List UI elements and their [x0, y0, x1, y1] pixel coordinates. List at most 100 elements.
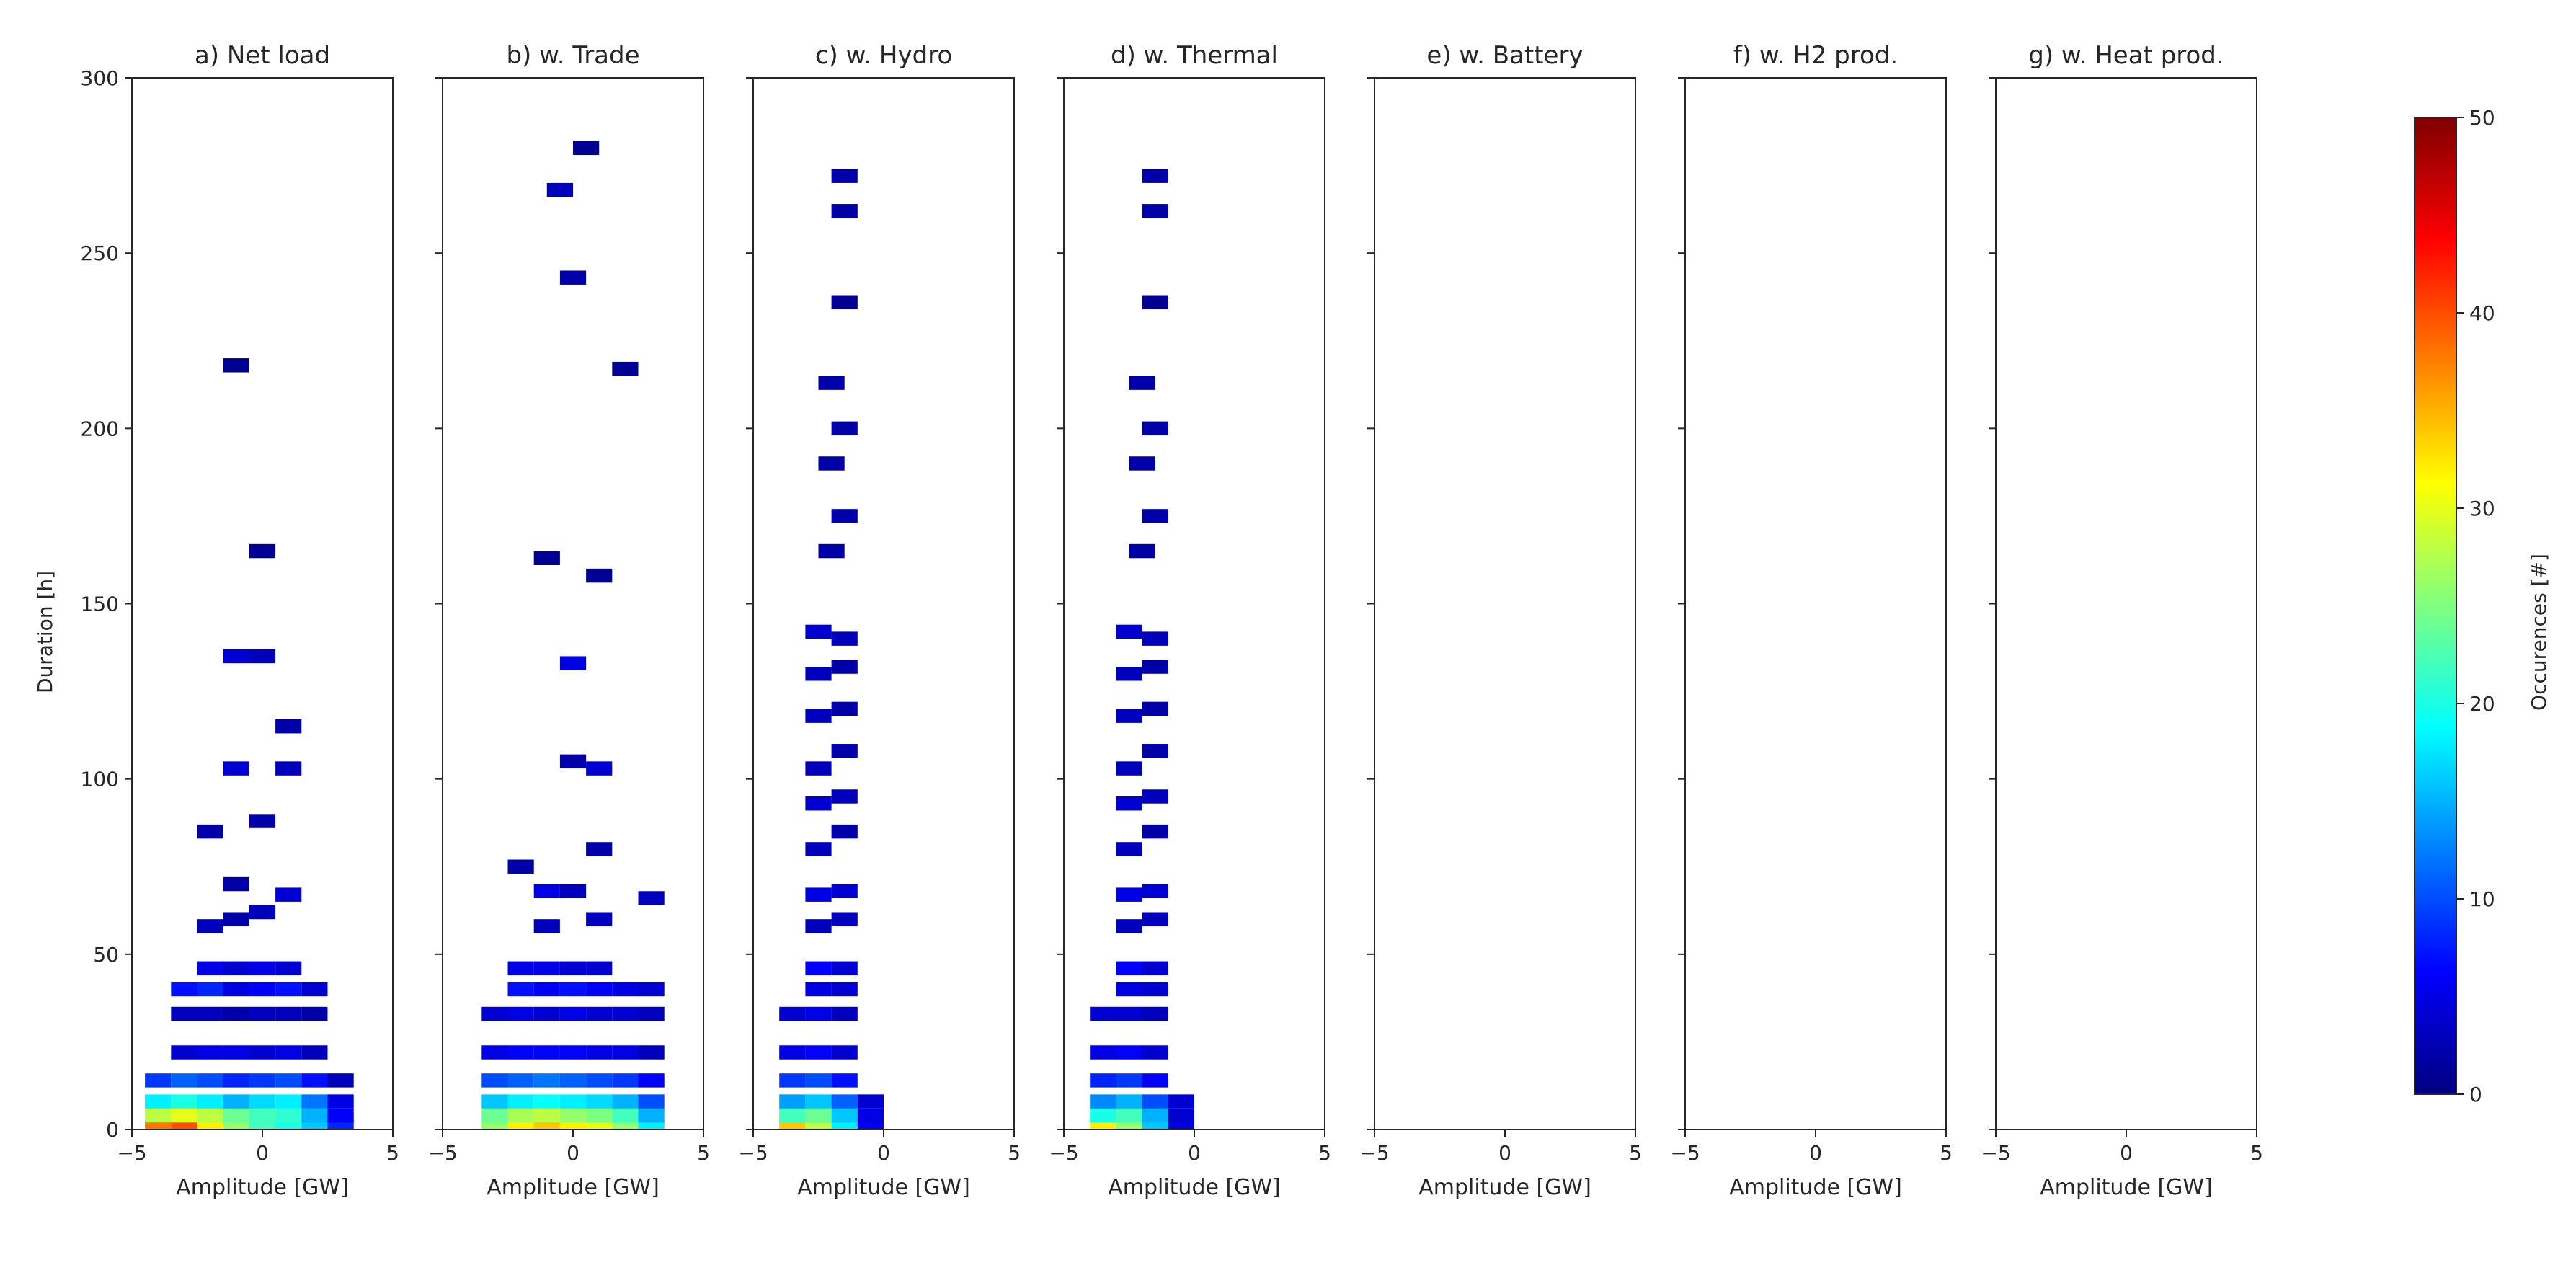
heatmap-cell: [301, 982, 328, 997]
heatmap-cell: [831, 631, 858, 646]
panel-b: b) w. Trade −5 0 5 Amplitude [GW]: [427, 41, 710, 1200]
y-tick-label: 250: [81, 241, 119, 265]
heatmap-cell: [638, 891, 665, 905]
x-tick-label: −5: [1981, 1141, 2010, 1165]
heatmap-cell: [275, 887, 302, 902]
heatmap-cell: [805, 961, 832, 976]
colorbar: 0 10 20 30 40 50: [2414, 106, 2495, 1106]
heatmap-cell: [1142, 1073, 1168, 1088]
heatmap-cell: [533, 1006, 560, 1021]
heatmap-cell: [275, 761, 302, 776]
heatmap-cell: [805, 982, 832, 997]
y-tick-label: 100: [81, 768, 119, 791]
heatmap-cell: [197, 982, 223, 997]
heatmap-cell: [638, 1045, 665, 1060]
heatmap-cell: [1116, 1108, 1142, 1123]
x-tick-label: 5: [1008, 1141, 1021, 1165]
heatmap-cell: [559, 1006, 587, 1021]
heatmap-cell: [223, 358, 249, 373]
heatmap-cell: [559, 1094, 587, 1109]
colorbar-gradient: [2414, 117, 2457, 1095]
heatmap-cell: [507, 961, 534, 976]
heatmap-cell: [1142, 204, 1168, 218]
heatmap-cell: [249, 1045, 276, 1060]
heatmap-cell: [171, 982, 197, 997]
x-tick-label: 5: [1940, 1141, 1953, 1165]
heatmap-cell: [223, 1108, 249, 1123]
heatmap-cell: [223, 649, 249, 664]
plot-area: [753, 78, 1014, 1129]
plot-area: [1064, 78, 1325, 1129]
heatmap-cell: [481, 1094, 508, 1109]
heatmap-cell: [197, 1073, 223, 1088]
colorbar-tick-label: 0: [2469, 1083, 2482, 1106]
heatmap-cell: [638, 982, 665, 997]
plot-area: [443, 78, 703, 1129]
heatmap-cell: [275, 1094, 302, 1109]
heatmap-cell: [779, 1045, 806, 1060]
heatmap-cell: [223, 912, 249, 926]
colorbar-tick-label: 50: [2469, 106, 2495, 130]
heatmap-cell: [559, 754, 587, 769]
heatmap-cell: [1142, 789, 1168, 804]
heatmap-cell: [533, 551, 560, 566]
y-tick-label: 150: [81, 592, 119, 616]
heatmap-cell: [223, 1045, 249, 1060]
heatmap-cell: [223, 1094, 249, 1109]
heatmap-cells: [481, 141, 665, 1129]
heatmap-cell: [1116, 961, 1142, 976]
heatmap-cell: [818, 456, 845, 471]
heatmap-cell: [1142, 961, 1168, 976]
heatmap-cell: [223, 876, 249, 892]
heatmap-cell: [223, 761, 249, 776]
heatmap-cell: [507, 1094, 534, 1109]
x-tick-label: 5: [1318, 1141, 1331, 1165]
heatmap-cell: [249, 1094, 276, 1109]
heatmap-cell: [612, 1045, 639, 1060]
x-tick-label: 0: [1188, 1141, 1201, 1165]
heatmap-cell: [1142, 1045, 1168, 1060]
heatmap-cell: [171, 1045, 197, 1060]
heatmap-cell: [1142, 421, 1168, 436]
heatmap-cell: [805, 709, 832, 723]
x-tick-label: −5: [1670, 1141, 1700, 1165]
heatmap-cell: [197, 1108, 223, 1123]
colorbar-label: Occurences [#]: [2527, 554, 2551, 711]
heatmap-cell: [481, 1045, 508, 1060]
heatmap-cell: [831, 982, 858, 997]
y-tick-label: 200: [81, 417, 119, 440]
heatmap-cell: [275, 1006, 302, 1021]
heatmap-cell: [275, 1073, 302, 1088]
heatmap-cell: [612, 1108, 639, 1123]
x-tick-label: 0: [256, 1141, 269, 1165]
colorbar-tick-label: 40: [2469, 301, 2495, 325]
heatmap-cell: [507, 982, 534, 997]
heatmap-cell: [145, 1073, 172, 1088]
panel-title: d) w. Thermal: [1111, 41, 1278, 70]
heatmap-cell: [197, 824, 223, 839]
heatmap-cell: [559, 1045, 587, 1060]
heatmap-cell: [546, 182, 573, 197]
heatmap-cell: [779, 1094, 806, 1109]
heatmap-cell: [507, 1006, 534, 1021]
heatmap-cell: [1116, 982, 1142, 997]
panel-f: f) w. H2 prod. −5 0 5 Amplitude [GW]: [1670, 41, 1953, 1200]
heatmap-cell: [145, 1108, 172, 1123]
heatmap-cell: [779, 1108, 806, 1123]
heatmap-cell: [818, 376, 845, 390]
heatmap-cell: [779, 1073, 806, 1088]
panel-c: c) w. Hydro −5 0 5 Amplitude [GW]: [738, 41, 1021, 1200]
x-tick-label: −5: [1359, 1141, 1389, 1165]
heatmap-cell: [559, 1108, 587, 1123]
heatmap-cell: [559, 1073, 587, 1088]
panel-e: e) w. Battery −5 0 5 Amplitude [GW]: [1359, 41, 1642, 1200]
heatmap-cell: [301, 1045, 328, 1060]
heatmap-cell: [831, 509, 858, 523]
heatmap-cell: [1142, 660, 1168, 674]
heatmap-cell: [1116, 1073, 1142, 1088]
heatmap-cell: [249, 543, 276, 559]
heatmap-cell: [805, 761, 832, 776]
heatmap-cell: [1090, 1045, 1116, 1060]
heatmap-cell: [586, 961, 613, 976]
heatmap-cell: [1142, 1006, 1168, 1021]
